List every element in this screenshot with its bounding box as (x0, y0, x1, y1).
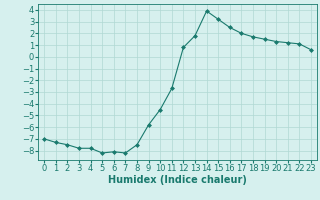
X-axis label: Humidex (Indice chaleur): Humidex (Indice chaleur) (108, 175, 247, 185)
